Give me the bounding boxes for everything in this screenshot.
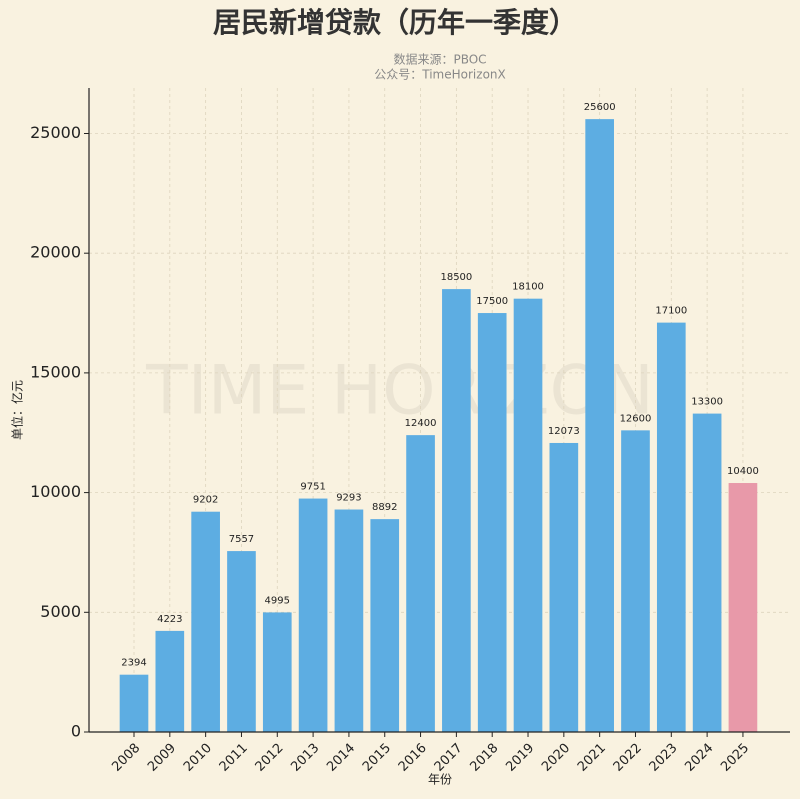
data-label: 2394 bbox=[121, 658, 146, 669]
chart-title: 居民新增贷款（历年一季度） bbox=[213, 6, 577, 39]
data-label: 25600 bbox=[584, 102, 616, 113]
y-tick-label: 0 bbox=[71, 722, 81, 741]
data-label: 12600 bbox=[620, 413, 652, 424]
bar bbox=[549, 442, 579, 732]
bar bbox=[227, 551, 256, 732]
bar bbox=[191, 511, 220, 732]
x-axis-label: 年份 bbox=[428, 773, 452, 787]
bar bbox=[692, 413, 722, 732]
bar bbox=[656, 322, 686, 732]
bar bbox=[477, 313, 507, 732]
y-tick-label: 25000 bbox=[30, 123, 81, 142]
data-label: 10400 bbox=[727, 466, 759, 477]
data-label: 12400 bbox=[405, 418, 437, 429]
bar bbox=[370, 519, 400, 732]
bar bbox=[513, 298, 543, 732]
y-axis-label: 单位：亿元 bbox=[10, 380, 25, 440]
data-label: 7557 bbox=[229, 534, 254, 545]
bar bbox=[621, 430, 650, 732]
bar bbox=[334, 509, 364, 732]
data-label: 17500 bbox=[476, 296, 508, 307]
data-label: 17100 bbox=[655, 306, 687, 317]
y-tick-label: 20000 bbox=[30, 243, 81, 262]
watermark: TIME HORIZON bbox=[145, 352, 654, 431]
y-tick-label: 5000 bbox=[40, 602, 81, 621]
data-label: 18100 bbox=[512, 282, 544, 293]
bar bbox=[406, 435, 435, 732]
bar bbox=[119, 674, 149, 732]
data-label: 9293 bbox=[336, 493, 361, 504]
bar bbox=[442, 289, 471, 732]
bar bbox=[298, 498, 328, 732]
data-label: 18500 bbox=[440, 272, 472, 283]
data-label: 4223 bbox=[157, 614, 182, 625]
data-label: 13300 bbox=[691, 397, 723, 408]
data-label: 4995 bbox=[265, 595, 290, 606]
data-label: 9751 bbox=[300, 482, 325, 493]
bars bbox=[119, 119, 758, 732]
y-tick-label: 10000 bbox=[30, 482, 81, 501]
bar bbox=[585, 119, 614, 732]
data-label: 8892 bbox=[372, 502, 397, 513]
data-label: 12073 bbox=[548, 426, 580, 437]
bar bbox=[728, 483, 758, 732]
subtitle: 公众号：TimeHorizonX bbox=[374, 68, 505, 82]
bar bbox=[262, 612, 292, 732]
bar bbox=[155, 630, 185, 732]
data-label: 9202 bbox=[193, 495, 218, 506]
y-tick-label: 15000 bbox=[30, 362, 81, 381]
subtitle: 数据来源：PBOC bbox=[393, 52, 486, 67]
